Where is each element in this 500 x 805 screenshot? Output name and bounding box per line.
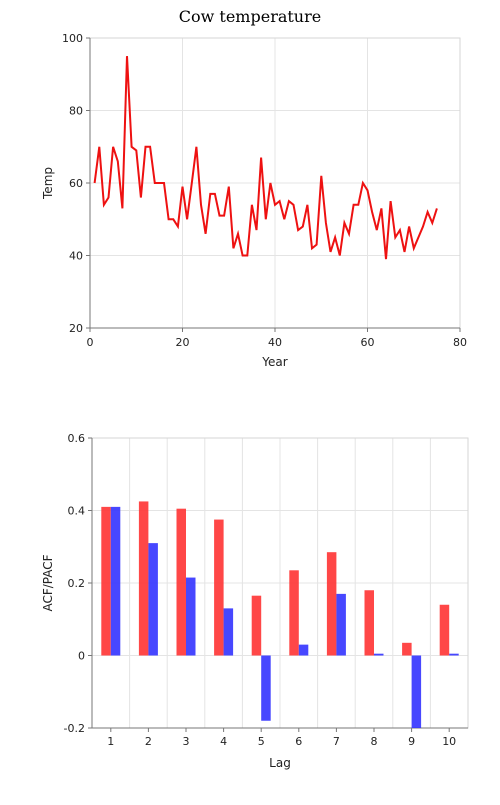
acf-bar [252,596,262,656]
bar-chart-x-tick-label: 5 [258,735,265,748]
bar-chart-x-tick-label: 7 [333,735,340,748]
bar-chart-x-tick-label: 8 [371,735,378,748]
bar-chart-ticks: -0.2 0 0.2 0.4 0.6 1 2 3 4 5 6 7 8 9 10 [64,432,457,748]
acf-bar [214,520,224,656]
pacf-bar [186,578,196,656]
line-chart-y-tick-label: 40 [69,250,83,263]
line-chart-x-tick-label: 60 [361,336,375,349]
bar-chart-x-tick-label: 2 [145,735,152,748]
line-chart-x-tick-label: 40 [268,336,282,349]
bar-chart-y-tick-label: 0 [78,650,85,663]
bar-chart-x-label: Lag [269,756,291,770]
pacf-bar [299,645,309,656]
acf-bar [327,552,337,655]
line-chart-grid [90,38,460,328]
pacf-bar [111,507,121,656]
acf-bar [402,643,412,656]
acf-bar [289,570,299,655]
line-chart-y-tick-label: 60 [69,177,83,190]
pacf-bar [336,594,346,656]
line-chart-x-label: Year [261,355,287,369]
bar-chart-y-label: ACF/PACF [41,554,55,611]
line-chart-x-tick-label: 20 [176,336,190,349]
bar-chart-x-tick-label: 1 [107,735,114,748]
bar-chart-x-tick-label: 10 [442,735,456,748]
line-chart-x-tick-label: 0 [87,336,94,349]
bar-chart-x-tick-label: 4 [220,735,227,748]
line-chart-y-label: Temp [41,167,55,200]
acf-bar [440,605,450,656]
bar-chart-y-tick-label: -0.2 [64,722,85,735]
bar-chart-x-tick-label: 9 [408,735,415,748]
line-chart-title: Cow temperature [179,7,321,26]
pacf-bar [374,654,384,656]
bar-chart-y-tick-label: 0.4 [68,505,86,518]
pacf-bar [224,608,234,655]
line-chart-x-tick-label: 80 [453,336,467,349]
bar-chart-y-tick-label: 0.6 [68,432,86,445]
pacf-bar [412,656,422,729]
acf-bar [177,509,187,656]
line-chart-y-tick-label: 100 [62,32,83,45]
line-chart-y-tick-label: 20 [69,322,83,335]
pacf-bar [261,656,271,721]
acf-pacf-bar-chart: -0.2 0 0.2 0.4 0.6 1 2 3 4 5 6 7 8 9 10 Lag ACF/PACF [41,432,468,770]
acf-bar [101,507,111,656]
pacf-bar [449,654,459,656]
temp-series-points [95,56,437,259]
bar-chart-y-tick-label: 0.2 [68,577,86,590]
temperature-line-chart: Cow temperature 0 20 40 60 80 20 40 60 80 100 Yea… [41,7,467,369]
line-chart-y-tick-label: 80 [69,105,83,118]
pacf-bar [148,543,158,655]
bar-chart-x-tick-label: 6 [295,735,302,748]
bar-chart-x-tick-label: 3 [183,735,190,748]
temp-series-line [95,56,437,259]
acf-bar [139,501,149,655]
acf-bar [365,590,375,655]
